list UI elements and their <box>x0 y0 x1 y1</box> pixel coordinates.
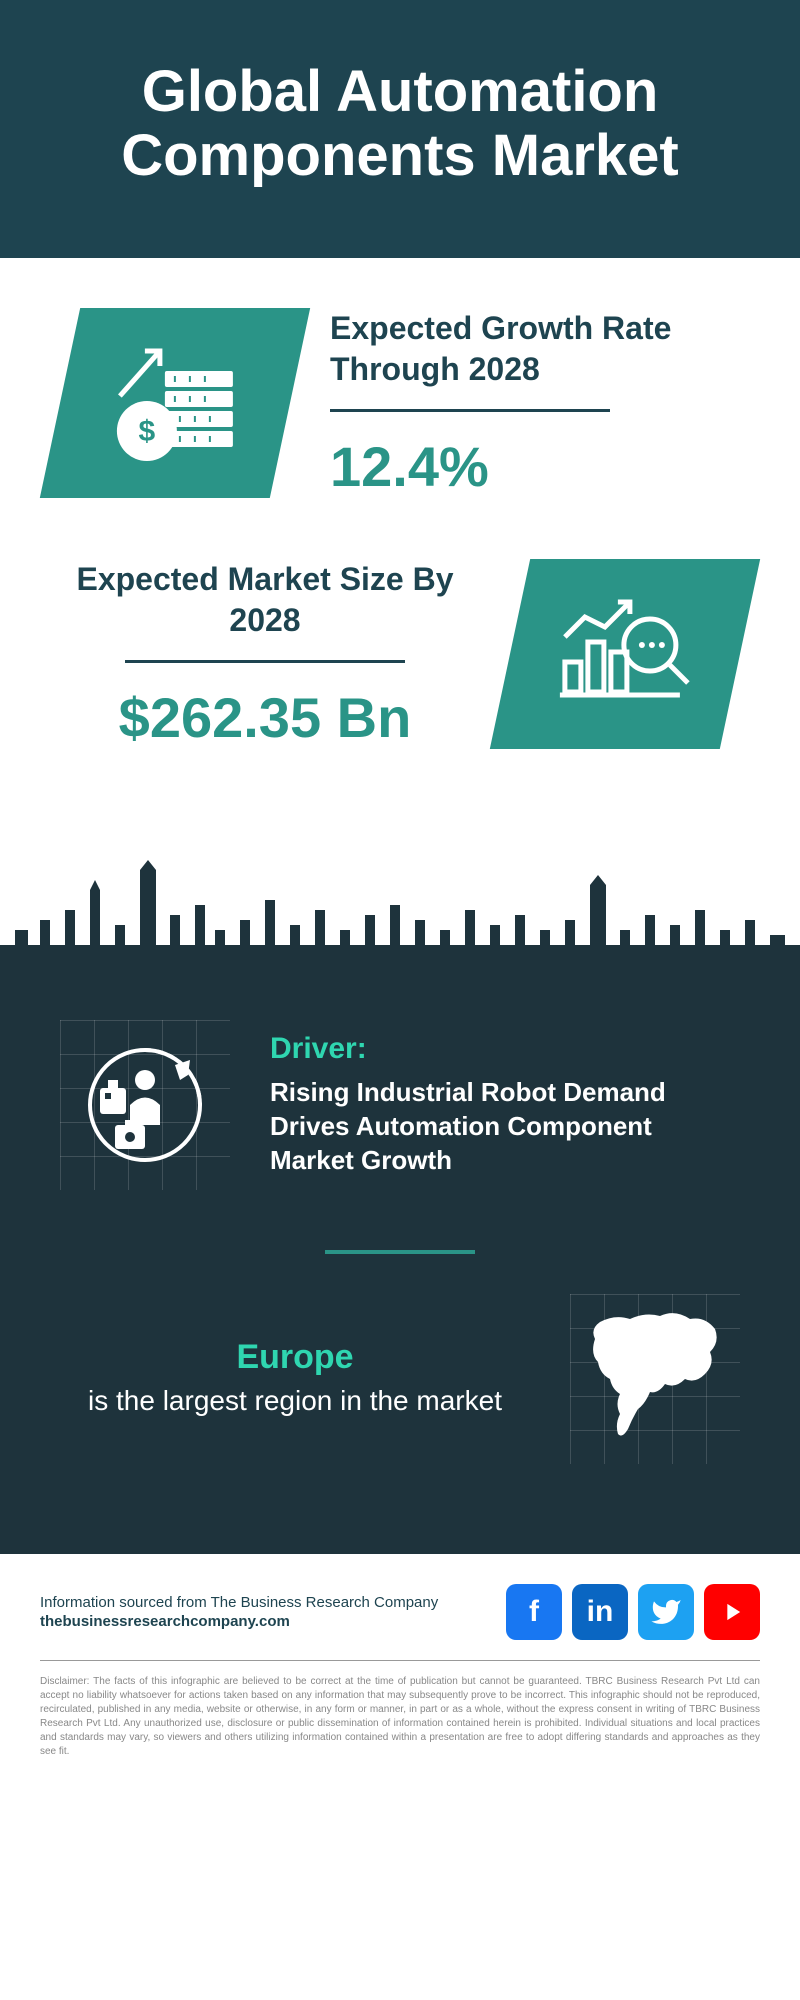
page-title: Global Automation Components Market <box>40 60 760 188</box>
driver-text: Driver: Rising Industrial Robot Demand D… <box>270 1032 740 1177</box>
stat-growth-rate: $ Expected Growth Rate Through 2028 12.4… <box>60 308 740 499</box>
dark-section: Driver: Rising Industrial Robot Demand D… <box>0 980 800 1554</box>
driver-label: Driver: <box>270 1032 740 1066</box>
stat-growth-text: Expected Growth Rate Through 2028 12.4% <box>330 308 740 499</box>
driver-description: Rising Industrial Robot Demand Drives Au… <box>270 1076 740 1177</box>
stat-market-value: $262.35 Bn <box>60 685 470 750</box>
growth-icon-box: $ <box>40 308 310 498</box>
stat-market-text: Expected Market Size By 2028 $262.35 Bn <box>60 559 470 750</box>
region-row: Europe is the largest region in the mark… <box>0 1294 800 1504</box>
disclaimer-text: Disclaimer: The facts of this infographi… <box>40 1661 760 1759</box>
header: Global Automation Components Market <box>0 0 800 258</box>
linkedin-icon[interactable]: in <box>572 1584 628 1640</box>
market-icon-box <box>490 559 760 749</box>
source-text: Information sourced from The Business Re… <box>40 1594 438 1611</box>
social-icons: f in <box>506 1584 760 1640</box>
youtube-icon[interactable] <box>704 1584 760 1640</box>
svg-text:$: $ <box>139 415 156 448</box>
stat-market-label: Expected Market Size By 2028 <box>60 559 470 642</box>
chart-analysis-icon <box>550 587 700 722</box>
region-highlight: Europe <box>60 1338 530 1377</box>
divider <box>125 660 405 663</box>
skyline-silhouette <box>0 860 800 980</box>
source-url: thebusinessresearchcompany.com <box>40 1613 438 1630</box>
footer-source: Information sourced from The Business Re… <box>40 1594 438 1630</box>
divider <box>330 409 610 412</box>
stat-growth-value: 12.4% <box>330 434 740 499</box>
stat-market-size: Expected Market Size By 2028 $262.35 Bn <box>60 559 740 750</box>
region-text: Europe is the largest region in the mark… <box>60 1338 530 1419</box>
footer-row: Information sourced from The Business Re… <box>40 1584 760 1661</box>
region-description: is the largest region in the market <box>60 1383 530 1419</box>
stat-growth-label: Expected Growth Rate Through 2028 <box>330 308 740 391</box>
facebook-icon[interactable]: f <box>506 1584 562 1640</box>
twitter-icon[interactable] <box>638 1584 694 1640</box>
driver-row: Driver: Rising Industrial Robot Demand D… <box>0 980 800 1220</box>
map-icon <box>570 1294 740 1464</box>
divider <box>325 1250 475 1254</box>
money-growth-icon: $ <box>105 336 245 471</box>
footer: Information sourced from The Business Re… <box>0 1554 800 1779</box>
automation-icon <box>60 1020 230 1190</box>
stats-section: $ Expected Growth Rate Through 2028 12.4… <box>0 258 800 860</box>
